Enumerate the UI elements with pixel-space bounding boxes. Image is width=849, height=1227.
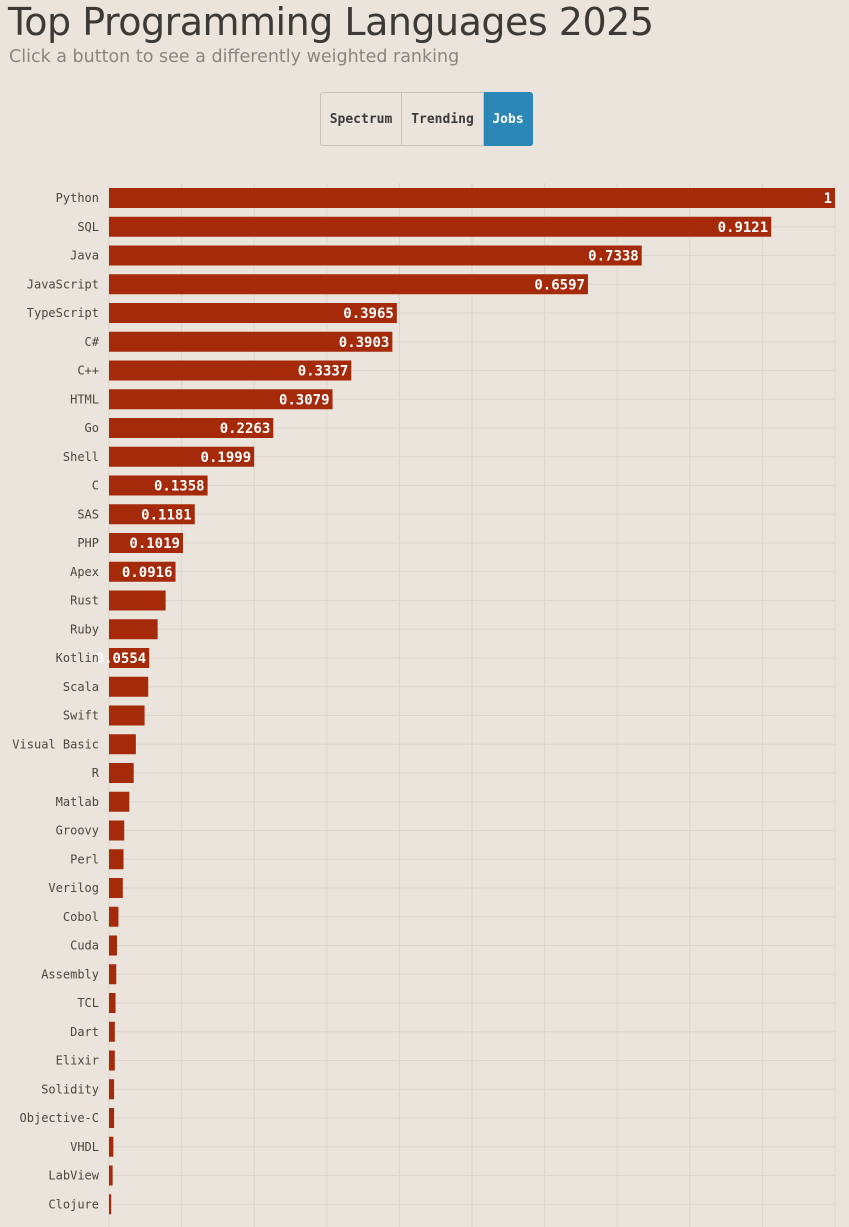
category-label: R bbox=[92, 766, 100, 780]
bar[interactable] bbox=[109, 734, 136, 755]
category-label: HTML bbox=[70, 392, 99, 406]
bar[interactable] bbox=[109, 331, 393, 352]
category-label: Apex bbox=[70, 565, 99, 579]
ranking-button-group: Spectrum Trending Jobs bbox=[320, 92, 533, 148]
value-label: 0.1358 bbox=[154, 479, 205, 495]
bar[interactable] bbox=[109, 418, 274, 438]
value-label: 0.6597 bbox=[534, 277, 585, 293]
bar[interactable] bbox=[109, 216, 772, 237]
category-label: Python bbox=[56, 191, 99, 205]
chart-category-labels: Python SQL Java JavaScript TypeScript C# C++ HT… bbox=[12, 191, 99, 1211]
bar[interactable] bbox=[109, 993, 116, 1013]
bar[interactable] bbox=[109, 1165, 113, 1186]
category-label: Clojure bbox=[48, 1197, 99, 1211]
bar[interactable] bbox=[109, 820, 125, 841]
value-label: 0.3903 bbox=[339, 335, 390, 351]
category-label: Perl bbox=[70, 852, 99, 866]
category-label: Visual Basic bbox=[12, 737, 99, 751]
bar[interactable] bbox=[109, 763, 134, 783]
value-label: 1 bbox=[824, 191, 832, 207]
value-label: 0.0554 bbox=[96, 651, 147, 667]
category-label: Scala bbox=[63, 680, 99, 694]
category-label: Cobol bbox=[63, 910, 99, 924]
category-label: Solidity bbox=[41, 1082, 99, 1096]
category-label: C bbox=[92, 479, 99, 493]
bar[interactable] bbox=[109, 1021, 115, 1042]
category-label: C# bbox=[85, 335, 100, 349]
category-label: Objective-C bbox=[20, 1111, 99, 1125]
bar[interactable] bbox=[109, 676, 149, 697]
bar[interactable] bbox=[109, 533, 183, 553]
bar[interactable] bbox=[109, 188, 835, 208]
bar[interactable] bbox=[109, 705, 145, 726]
value-label: 0.7338 bbox=[588, 249, 639, 265]
bar[interactable] bbox=[109, 590, 166, 611]
category-label: JavaScript bbox=[27, 277, 99, 291]
bar[interactable] bbox=[109, 245, 642, 266]
bar[interactable] bbox=[109, 303, 397, 323]
bar[interactable] bbox=[109, 1194, 112, 1215]
bar[interactable] bbox=[109, 964, 117, 985]
bar[interactable] bbox=[109, 1136, 114, 1157]
page-subtitle: Click a button to see a differently weig… bbox=[9, 47, 460, 67]
category-label: Java bbox=[70, 249, 99, 263]
value-label: 0.9121 bbox=[718, 220, 769, 236]
bar[interactable] bbox=[109, 389, 333, 410]
bar[interactable] bbox=[109, 906, 119, 927]
category-label: Ruby bbox=[70, 622, 99, 636]
bar[interactable] bbox=[109, 475, 208, 496]
bar[interactable] bbox=[109, 878, 123, 898]
category-label: PHP bbox=[77, 536, 99, 550]
value-label: 0.0916 bbox=[122, 565, 173, 581]
category-label: VHDL bbox=[70, 1140, 99, 1154]
category-label: Dart bbox=[70, 1025, 99, 1039]
category-label: SAS bbox=[77, 507, 99, 521]
category-label: TCL bbox=[77, 996, 99, 1010]
bar[interactable] bbox=[109, 1108, 115, 1128]
bar[interactable] bbox=[109, 504, 195, 525]
jobs-button[interactable]: Jobs bbox=[484, 92, 533, 146]
value-label: 0.1019 bbox=[129, 536, 180, 552]
category-label: Assembly bbox=[41, 967, 99, 981]
category-label: TypeScript bbox=[27, 306, 99, 320]
category-label: Kotlin bbox=[56, 651, 99, 665]
trending-button[interactable]: Trending bbox=[402, 92, 484, 146]
bar[interactable] bbox=[109, 648, 150, 668]
value-label: 0.3079 bbox=[279, 392, 330, 408]
value-label: 0.1999 bbox=[201, 450, 252, 466]
category-label: Verilog bbox=[48, 881, 99, 895]
category-label: Elixir bbox=[56, 1054, 99, 1068]
bar[interactable] bbox=[109, 446, 255, 467]
category-label: Groovy bbox=[56, 824, 99, 838]
value-label: 0.3337 bbox=[298, 364, 349, 380]
bar[interactable] bbox=[109, 849, 124, 870]
bar[interactable] bbox=[109, 1079, 115, 1100]
category-label: C++ bbox=[77, 364, 99, 378]
bar[interactable] bbox=[109, 360, 352, 381]
page-title: Top Programming Languages 2025 bbox=[8, 0, 654, 44]
value-label: 0.3965 bbox=[343, 306, 394, 322]
value-label: 0.2263 bbox=[220, 421, 271, 437]
category-label: SQL bbox=[77, 220, 99, 234]
category-label: Swift bbox=[63, 709, 99, 723]
category-label: Cuda bbox=[70, 939, 99, 953]
category-label: Shell bbox=[63, 450, 99, 464]
spectrum-button[interactable]: Spectrum bbox=[320, 92, 402, 146]
bar[interactable] bbox=[109, 561, 176, 582]
bar[interactable] bbox=[109, 791, 130, 812]
category-label: Rust bbox=[70, 594, 99, 608]
category-label: Go bbox=[85, 421, 99, 435]
bar[interactable] bbox=[109, 619, 158, 640]
bar[interactable] bbox=[109, 935, 117, 956]
bar[interactable] bbox=[109, 274, 588, 295]
category-label: LabView bbox=[48, 1169, 99, 1183]
value-label: 0.1181 bbox=[141, 507, 192, 523]
bar[interactable] bbox=[109, 1050, 115, 1071]
category-label: Matlab bbox=[56, 795, 99, 809]
